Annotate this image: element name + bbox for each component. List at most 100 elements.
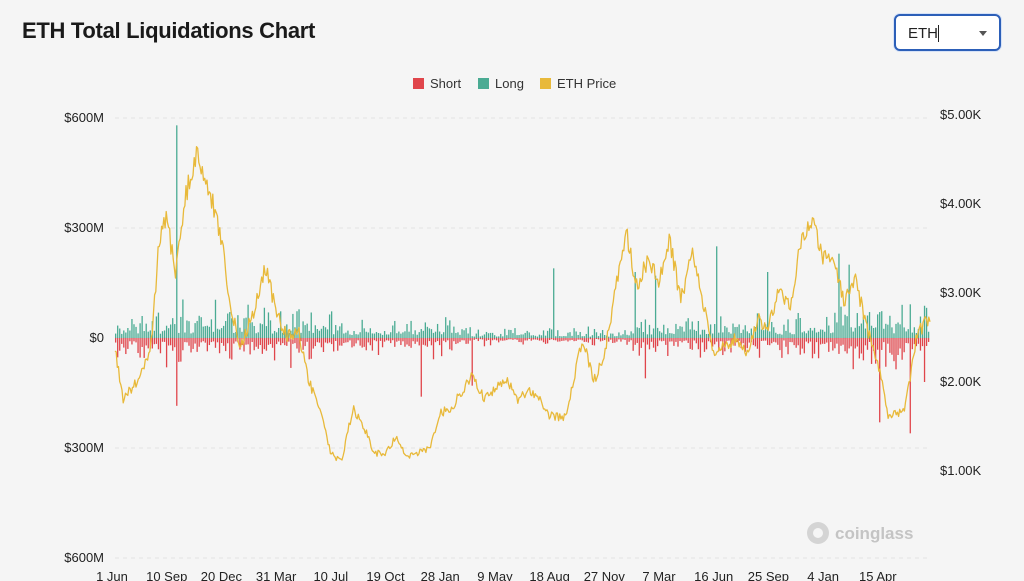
short-bar [335,338,337,341]
short-bar [145,338,147,346]
long-bar [200,317,202,338]
long-bar [913,327,915,338]
short-bar [288,338,290,342]
short-bar [220,338,223,343]
long-bar [563,335,565,338]
long-bar [699,334,702,338]
asset-select[interactable]: ETH [894,14,1001,51]
short-bar [463,338,465,341]
short-bar [677,338,679,347]
short-bar [143,338,145,358]
long-bar [734,327,736,338]
short-bar [565,338,567,341]
long-bar [544,335,547,338]
short-bar [361,338,363,348]
short-bar [805,338,808,342]
x-tick-label: 18 Aug [529,569,570,581]
short-bar [925,338,928,346]
long-bar [345,332,347,338]
long-bar [461,329,463,338]
long-bar [907,329,909,338]
long-bar [671,333,673,338]
long-bar [838,253,840,338]
short-bar [449,338,451,350]
long-bar [870,325,873,338]
long-bar [412,334,414,338]
short-bar [328,338,331,343]
short-bar [897,338,899,356]
long-bar [648,324,651,338]
long-bar [828,325,830,338]
long-bar [579,331,581,338]
short-bar [544,338,547,344]
long-bar [681,326,683,338]
short-bar [642,338,645,343]
long-bar [834,312,836,338]
short-bar [200,338,202,343]
short-bar [791,338,793,343]
short-bar [597,338,600,340]
short-bar [388,338,390,341]
legend-label[interactable]: Short [430,76,461,91]
long-bar [473,336,475,338]
x-tick-label: 27 Nov [584,569,626,581]
long-bar [394,320,396,338]
short-bar [546,338,549,344]
short-bar [174,338,176,348]
long-bar [434,331,437,338]
long-bar [198,315,200,338]
long-bar [214,299,217,338]
long-bar [693,329,695,338]
short-bar [656,338,659,347]
long-bar [343,333,345,338]
short-bar [422,338,424,345]
short-bar [887,338,889,344]
long-bar [469,327,471,338]
long-bar [732,323,734,338]
long-bar [375,332,378,338]
short-bar [885,338,887,367]
chevron-down-icon[interactable] [979,31,987,36]
short-bar [585,338,587,342]
short-bar [306,338,308,342]
long-bar [139,323,141,338]
short-bar [661,338,663,342]
long-bar [555,336,557,338]
short-bar [445,338,447,343]
long-bar [522,334,524,338]
short-bar [687,338,689,343]
long-bar [457,332,459,338]
long-bar [292,313,294,338]
long-bar [569,332,571,338]
legend-label[interactable]: Long [495,76,524,91]
short-bar [428,338,431,342]
y-right-tick-label: $1.00K [940,463,982,478]
long-bar [526,330,528,338]
long-bar [781,334,783,338]
short-bar [229,338,231,359]
short-bar [414,338,416,344]
short-bar [165,338,168,368]
short-bar [593,338,596,346]
long-bar [449,320,451,338]
long-bar [581,336,583,338]
long-bar [396,333,398,338]
legend-label[interactable]: ETH Price [557,76,616,91]
long-bar [218,329,221,338]
short-bar [119,338,121,351]
short-bar [622,338,624,340]
long-bar [131,319,133,338]
short-bar [577,338,579,340]
long-bar [591,335,594,338]
long-bar [610,333,612,338]
long-bar [528,332,530,338]
long-bar [909,304,911,338]
short-bar [324,338,327,343]
short-bar [267,338,270,345]
short-bar [298,338,300,353]
short-bar [302,338,304,350]
short-bar [773,338,775,342]
long-bar [520,334,522,338]
long-bar [789,332,791,338]
long-bar [206,325,208,338]
